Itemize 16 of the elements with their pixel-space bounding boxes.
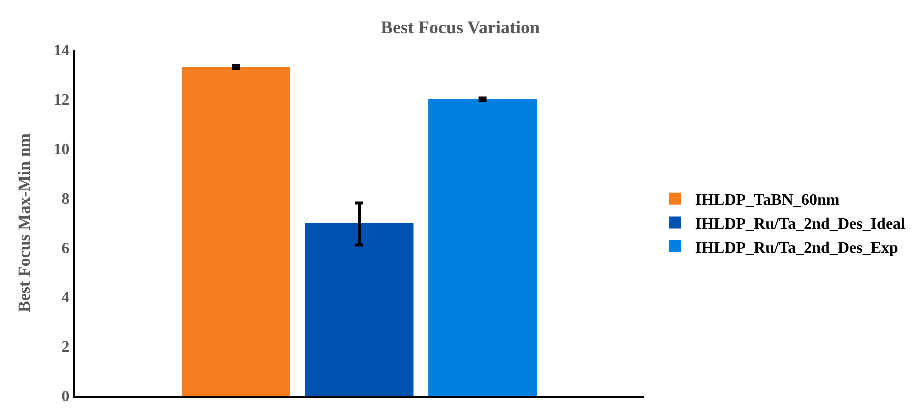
bar <box>182 67 290 396</box>
legend-label: IHLDP_TaBN_60nm <box>695 192 840 210</box>
y-tick-label: 0 <box>62 388 70 406</box>
chart-title: Best Focus Variation <box>380 17 540 38</box>
y-tick-label: 2 <box>62 339 70 356</box>
y-tick-label: 12 <box>54 92 70 110</box>
y-tick-label: 6 <box>62 240 70 258</box>
legend-label: IHLDP_Ru/Ta_2nd_Des_Exp <box>695 240 899 257</box>
legend-label: IHLDP_Ru/Ta_2nd_Des_Ideal <box>695 216 906 233</box>
bar <box>428 99 538 396</box>
y-tick-label: 10 <box>54 141 70 158</box>
bar <box>305 223 414 396</box>
y-tick-label: 14 <box>54 42 70 60</box>
y-tick-label: 4 <box>62 290 70 307</box>
y-tick-label: 8 <box>62 190 70 208</box>
y-axis-title: Best Focus Max-Min nm <box>15 134 34 312</box>
